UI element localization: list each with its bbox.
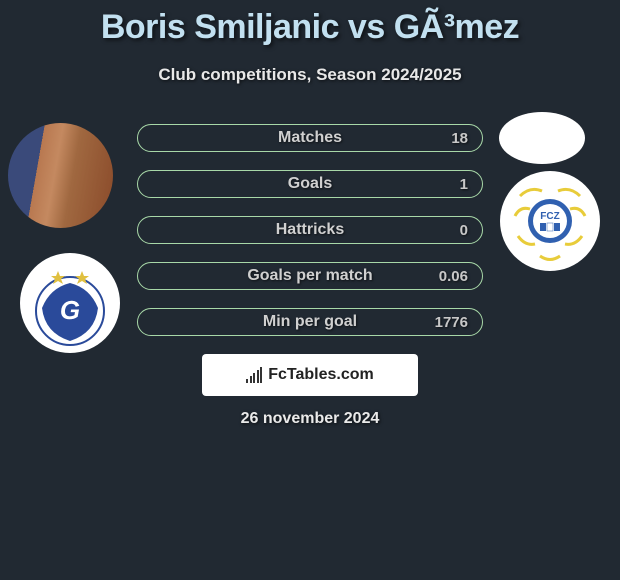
stat-row-hattricks: Hattricks 0 bbox=[137, 216, 483, 244]
site-logo: FcTables.com bbox=[202, 354, 418, 396]
club-right-logo-icon: FCZ bbox=[500, 171, 600, 271]
stat-label: Hattricks bbox=[192, 221, 428, 239]
stats-container: Matches 18 Goals 1 Hattricks 0 Goals per… bbox=[137, 124, 483, 354]
stat-label: Goals bbox=[192, 175, 428, 193]
stat-right-val: 18 bbox=[428, 130, 468, 147]
player-left-avatar bbox=[8, 123, 113, 228]
footer-date: 26 november 2024 bbox=[0, 410, 620, 428]
club-left-logo-icon: G bbox=[20, 253, 120, 353]
bars-icon bbox=[246, 367, 262, 383]
svg-text:G: G bbox=[60, 295, 80, 325]
stat-row-gpm: Goals per match 0.06 bbox=[137, 262, 483, 290]
page-subtitle: Club competitions, Season 2024/2025 bbox=[0, 65, 620, 85]
stat-row-goals: Goals 1 bbox=[137, 170, 483, 198]
stat-right-val: 0 bbox=[428, 222, 468, 239]
site-label: FcTables.com bbox=[268, 366, 374, 384]
club-right-badge: FCZ bbox=[500, 171, 600, 271]
page-title: Boris Smiljanic vs GÃ³mez bbox=[0, 0, 620, 47]
player-right-avatar bbox=[499, 112, 585, 164]
stat-row-mpg: Min per goal 1776 bbox=[137, 308, 483, 336]
stat-row-matches: Matches 18 bbox=[137, 124, 483, 152]
stat-right-val: 0.06 bbox=[428, 268, 468, 285]
svg-text:FCZ: FCZ bbox=[540, 211, 559, 222]
club-left-badge: G bbox=[20, 253, 120, 353]
stat-right-val: 1 bbox=[428, 176, 468, 193]
stat-right-val: 1776 bbox=[428, 314, 468, 331]
stat-label: Min per goal bbox=[192, 313, 428, 331]
stat-label: Goals per match bbox=[192, 267, 428, 285]
stat-label: Matches bbox=[192, 129, 428, 147]
